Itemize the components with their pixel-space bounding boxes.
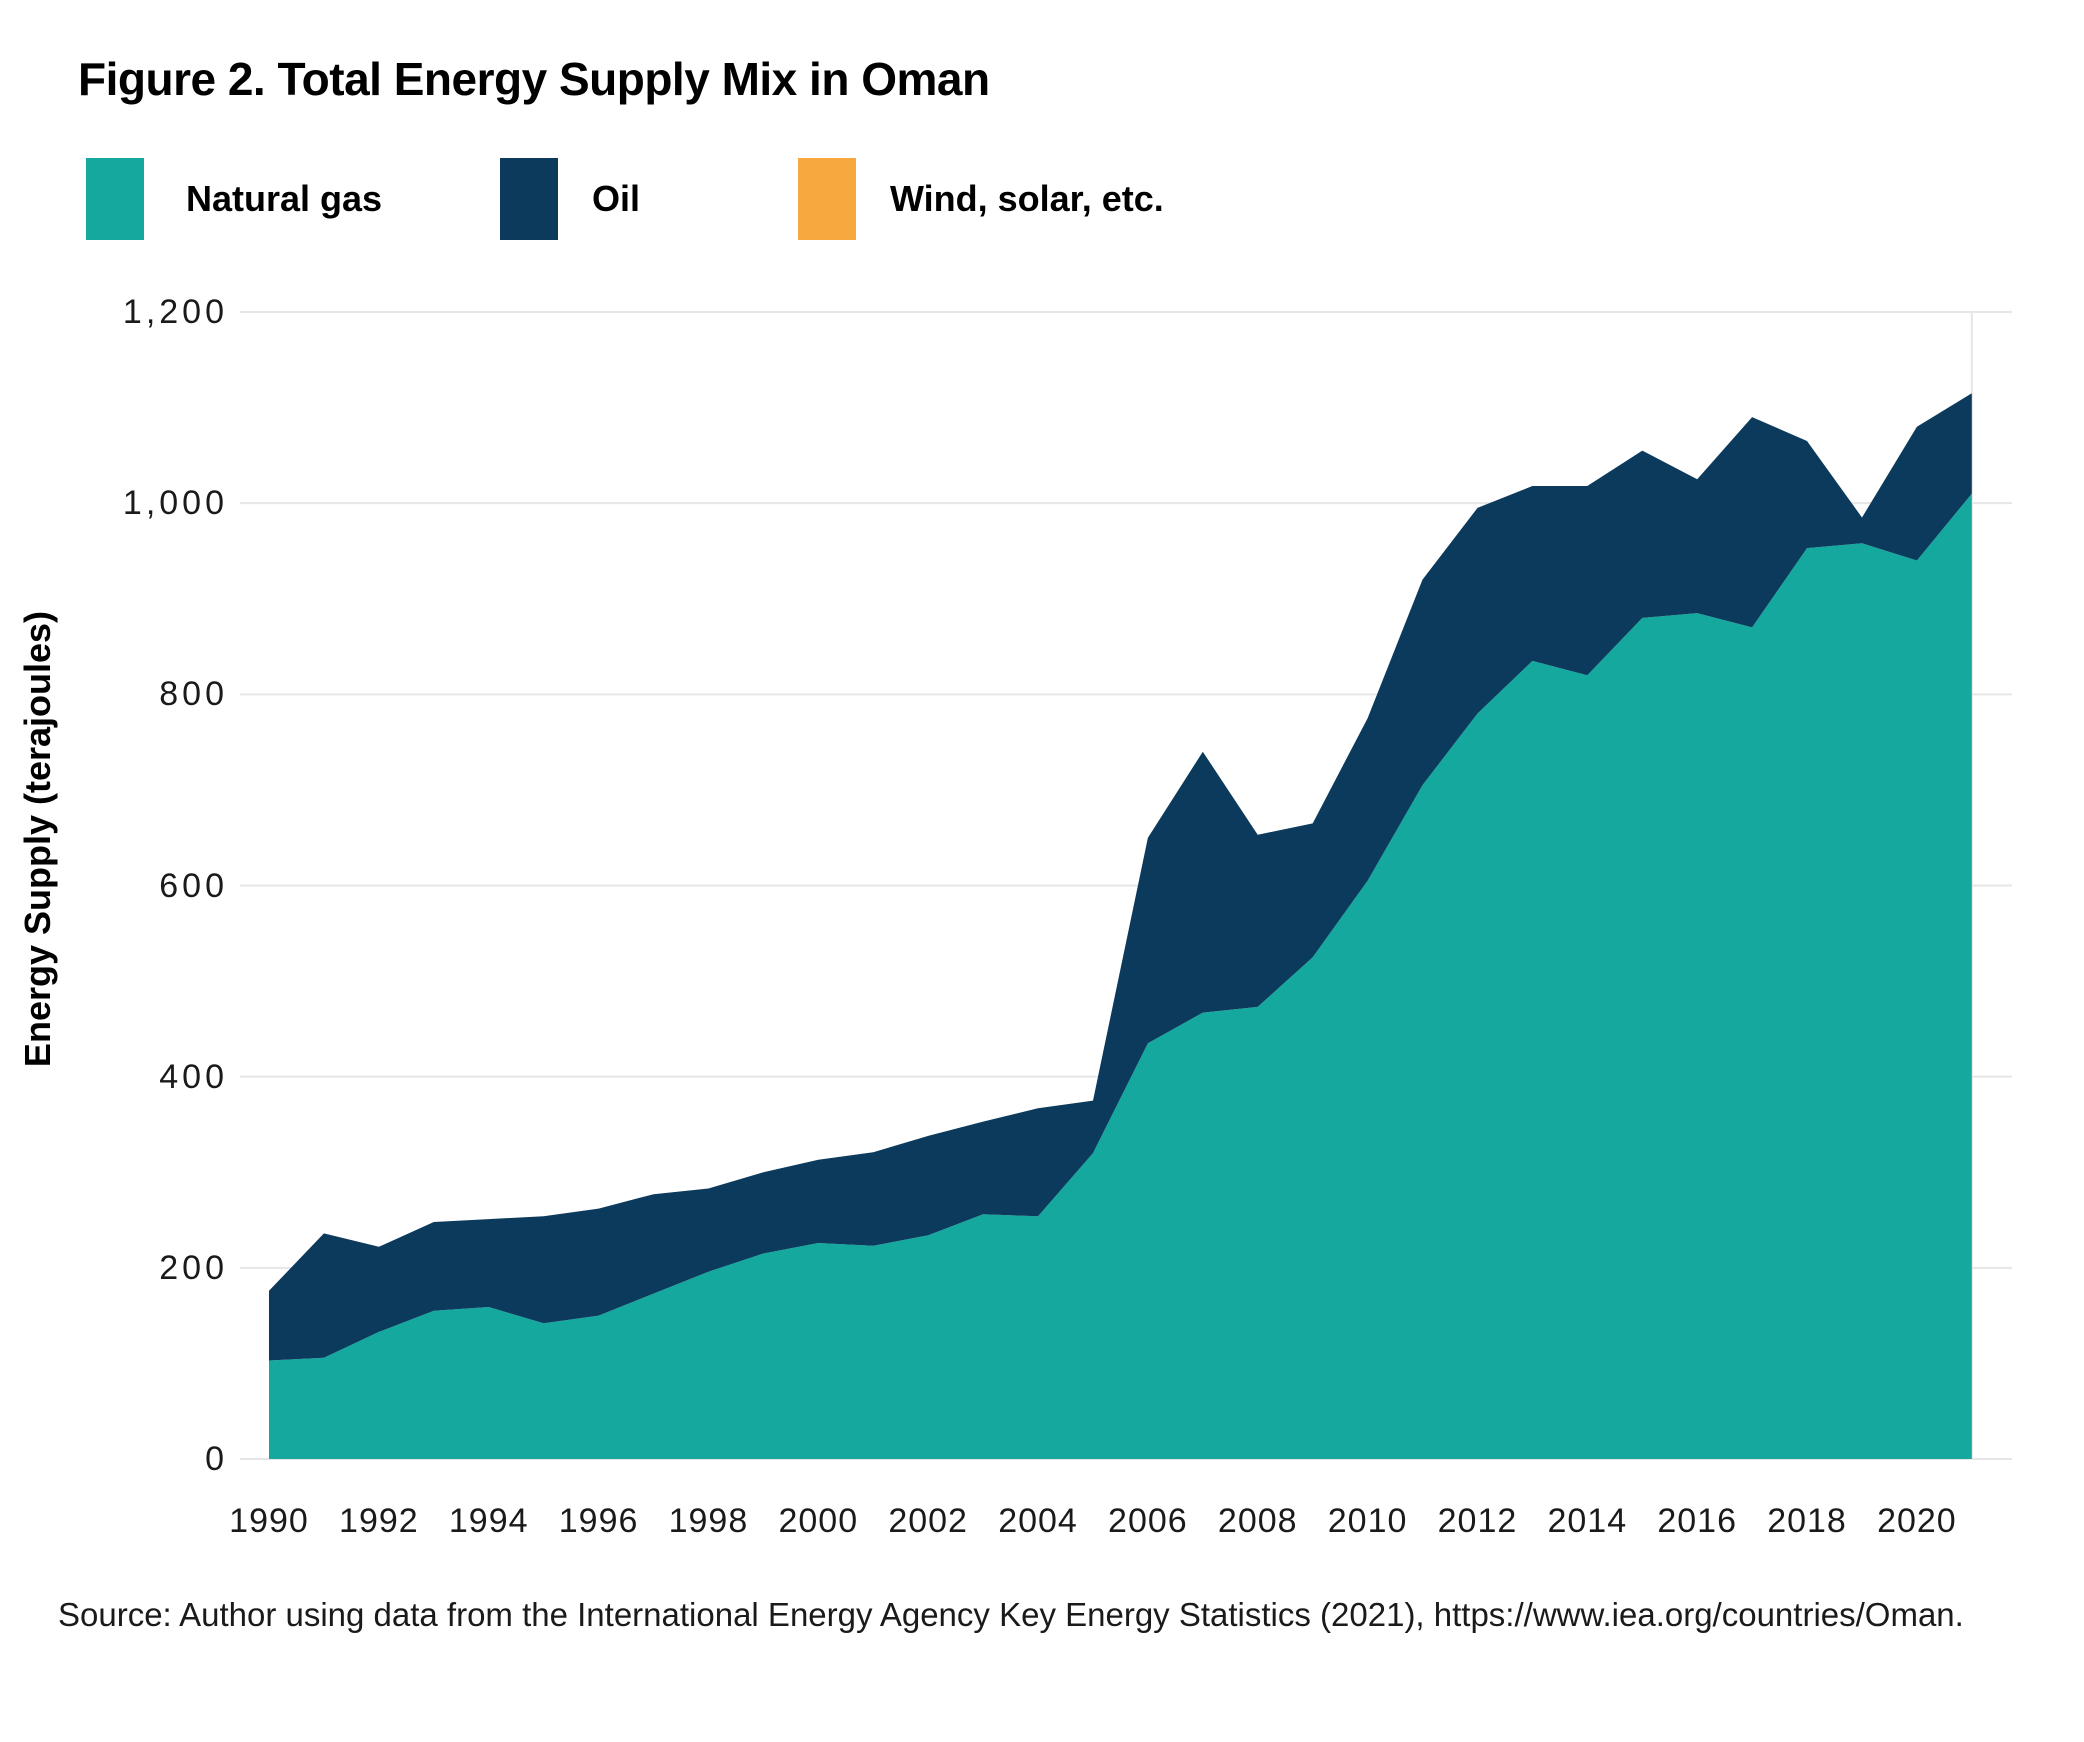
x-tick-label-2020: 2020 (1877, 1502, 1957, 1540)
wind-solar-swatch-icon (798, 158, 856, 240)
x-tick-label-2008: 2008 (1217, 1502, 1298, 1540)
y-tick-label-0: 0 (205, 1440, 228, 1478)
x-tick-label-2016: 2016 (1657, 1502, 1737, 1540)
figure-title: Figure 2. Total Energy Supply Mix in Oma… (78, 53, 990, 105)
legend-label-oil: Oil (592, 178, 641, 219)
x-tick-label-2012: 2012 (1437, 1502, 1518, 1540)
x-tick-label-2002: 2002 (888, 1502, 968, 1540)
x-tick-label-2014: 2014 (1547, 1502, 1628, 1540)
y-tick-label-600: 600 (159, 866, 228, 905)
x-tick-label-1990: 1990 (229, 1502, 309, 1540)
x-tick-label-1998: 1998 (668, 1502, 749, 1540)
x-tick-label-2004: 2004 (998, 1502, 1078, 1540)
x-tick-label-2018: 2018 (1767, 1502, 1847, 1540)
legend-label-wind-solar: Wind, solar, etc. (890, 178, 1164, 219)
area-oil (269, 393, 1972, 1361)
oil-swatch-icon (500, 158, 558, 240)
legend-label-natural-gas: Natural gas (186, 178, 383, 219)
source-note: Source: Author using data from the Inter… (58, 1596, 1964, 1633)
x-tick-label-1994: 1994 (448, 1502, 529, 1540)
y-tick-label-200: 200 (159, 1248, 228, 1287)
x-tick-label-1996: 1996 (558, 1502, 639, 1540)
y-tick-label-800: 800 (159, 675, 228, 714)
x-tick-label-2010: 2010 (1327, 1502, 1408, 1540)
natural-gas-swatch-icon (86, 158, 144, 240)
y-tick-label-400: 400 (159, 1057, 228, 1096)
x-tick-label-1992: 1992 (339, 1502, 419, 1540)
area-natural-gas (269, 493, 1972, 1460)
x-tick-label-2000: 2000 (778, 1502, 859, 1540)
y-tick-label-1200: 1,200 (122, 293, 228, 331)
y-tick-label-1000: 1,000 (122, 484, 228, 523)
x-tick-label-2006: 2006 (1108, 1502, 1188, 1540)
